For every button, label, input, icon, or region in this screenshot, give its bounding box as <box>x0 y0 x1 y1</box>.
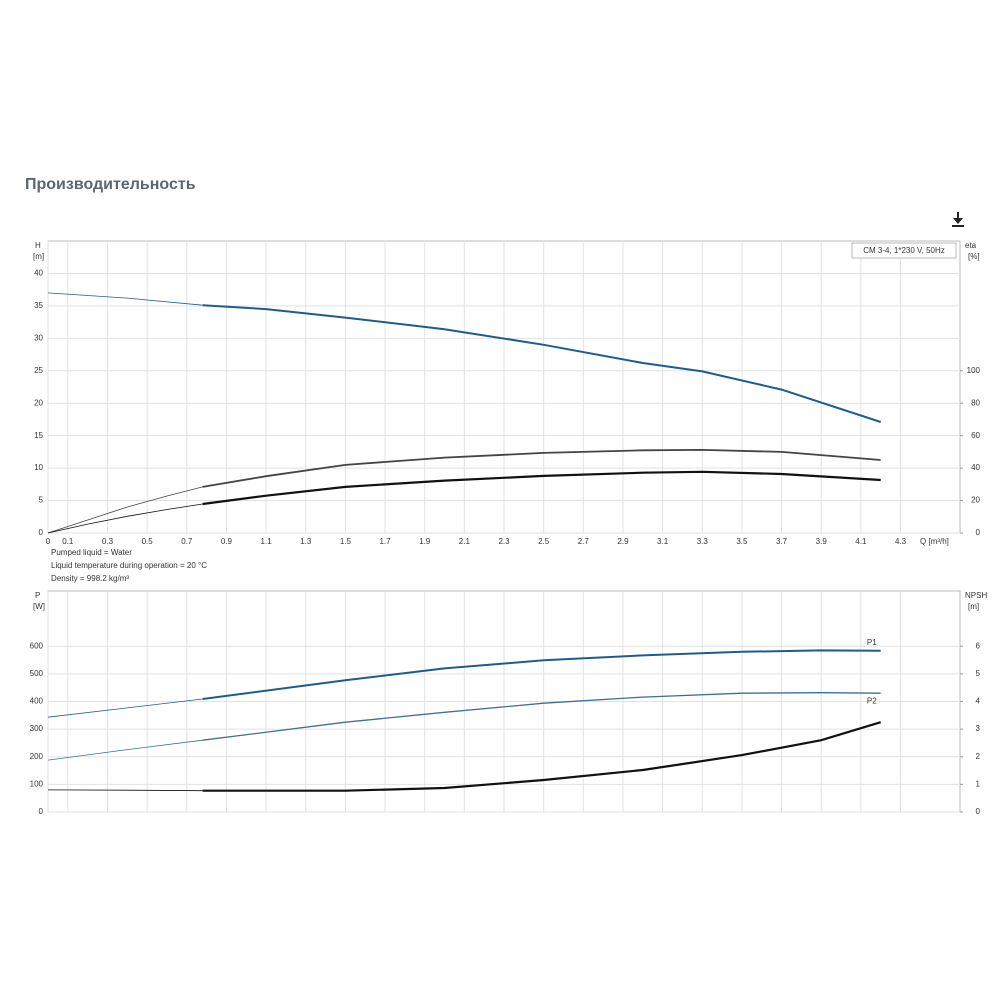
y-tick-label: 0 <box>39 528 44 537</box>
series-line <box>47 486 203 534</box>
y2-tick-label: 0 <box>976 807 981 816</box>
series-line <box>202 649 881 700</box>
y-tick-label: 10 <box>34 463 43 472</box>
info-box <box>851 242 957 259</box>
y2-axis-unit: [m] <box>968 602 979 611</box>
y2-tick-label: 40 <box>971 463 980 472</box>
y-tick-label: 600 <box>30 641 44 650</box>
note: Density = 998.2 kg/m³ <box>51 574 129 583</box>
note: Liquid temperature during operation = 20… <box>51 561 207 570</box>
series-line <box>202 448 881 488</box>
y-tick-label: 40 <box>34 269 43 278</box>
icon-arrow <box>953 218 963 224</box>
y-tick-label: 100 <box>30 779 44 788</box>
x-tick-label: 1.5 <box>340 537 352 546</box>
y-tick-label: 0 <box>39 807 44 816</box>
x-tick-label: 2.1 <box>459 537 471 546</box>
series-line <box>202 304 882 423</box>
y-tick-label: 200 <box>30 752 44 761</box>
x-tick-label: 4.3 <box>895 537 907 546</box>
y2-tick-label: 20 <box>971 496 980 505</box>
y-tick-label: 25 <box>34 366 43 375</box>
series-line <box>47 292 203 306</box>
x-tick-label: 2.7 <box>578 537 590 546</box>
y-tick-label: 500 <box>30 669 44 678</box>
y-axis-label: P <box>35 591 40 600</box>
x-tick-label: 1.3 <box>300 537 312 546</box>
y2-axis-label: eta <box>965 241 977 250</box>
series-line <box>47 503 203 534</box>
x-tick-label: 3.5 <box>736 537 748 546</box>
series-line <box>47 739 203 761</box>
x-tick-label: 1.1 <box>261 537 273 546</box>
download-icon[interactable] <box>952 212 964 227</box>
x-tick-label: 0 <box>46 537 51 546</box>
x-axis-label: Q [m³/h] <box>920 537 949 546</box>
y-axis-unit: [W] <box>33 602 45 611</box>
x-tick-label: 0.5 <box>142 537 154 546</box>
y2-tick-label: 2 <box>976 752 981 761</box>
y-tick-label: 20 <box>34 398 43 407</box>
x-tick-label: 0.9 <box>221 537 233 546</box>
y2-tick-label: 60 <box>971 431 980 440</box>
series-label: P2 <box>867 696 877 705</box>
y-tick-label: 400 <box>30 697 44 706</box>
y2-tick-label: 4 <box>976 697 981 706</box>
x-tick-label: 1.9 <box>419 537 431 546</box>
x-tick-label: 3.1 <box>657 537 669 546</box>
x-tick-label: 3.7 <box>776 537 788 546</box>
x-tick-label: 3.9 <box>816 537 828 546</box>
series-line <box>47 789 203 792</box>
y2-tick-label: 0 <box>976 528 981 537</box>
y2-tick-label: 6 <box>976 641 981 650</box>
page-title: Производительность <box>25 176 196 193</box>
info-text: CM 3-4, 1*230 V, 50Hz <box>863 246 945 255</box>
x-tick-label: 2.3 <box>498 537 510 546</box>
x-tick-label: 1.7 <box>379 537 391 546</box>
y2-tick-label: 3 <box>976 724 981 733</box>
series-line <box>202 470 881 506</box>
y2-tick-label: 80 <box>971 398 980 407</box>
y2-tick-label: 5 <box>976 669 981 678</box>
y-tick-label: 5 <box>39 496 44 505</box>
x-tick-label: 0.3 <box>102 537 114 546</box>
note: Pumped liquid = Water <box>51 548 132 557</box>
y2-tick-label: 1 <box>976 779 981 788</box>
y2-tick-label: 100 <box>967 366 981 375</box>
x-tick-label: 0.1 <box>62 537 74 546</box>
y2-axis-unit: [%] <box>968 252 980 261</box>
series-line <box>202 721 882 792</box>
y-tick-label: 35 <box>34 301 43 310</box>
series-label: P1 <box>867 638 877 647</box>
x-tick-label: 0.7 <box>181 537 193 546</box>
series-line <box>47 698 203 718</box>
y-axis-unit: [m] <box>33 252 44 261</box>
y2-axis-label: NPSH <box>965 591 987 600</box>
y-tick-label: 300 <box>30 724 44 733</box>
x-tick-label: 2.5 <box>538 537 550 546</box>
x-tick-label: 2.9 <box>617 537 629 546</box>
x-tick-label: 4.1 <box>855 537 867 546</box>
series-line <box>202 692 881 741</box>
y-axis-label: H <box>35 241 41 250</box>
y-tick-label: 15 <box>34 431 43 440</box>
x-tick-label: 3.3 <box>697 537 709 546</box>
y-tick-label: 30 <box>34 333 43 342</box>
